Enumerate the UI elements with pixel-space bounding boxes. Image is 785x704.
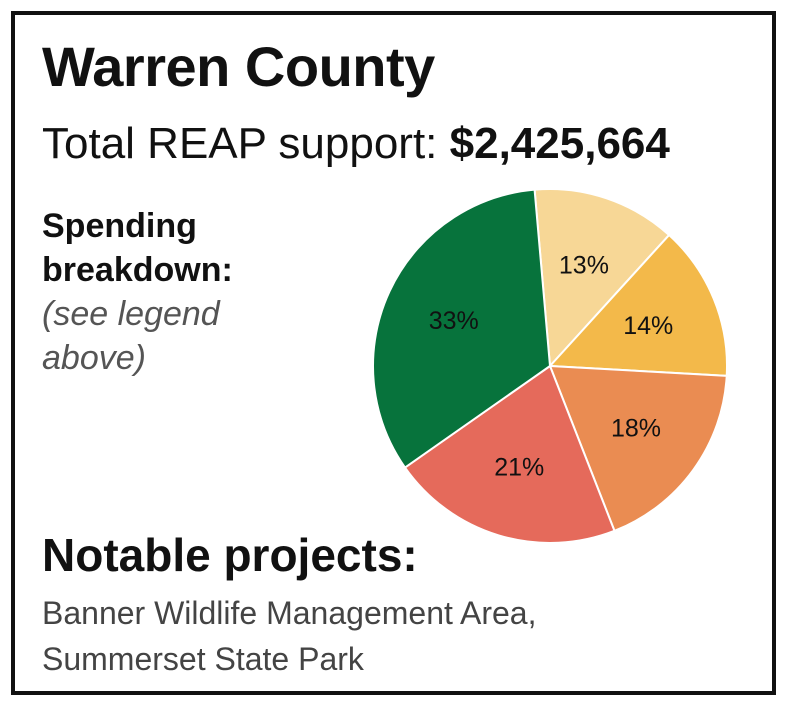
breakdown-heading-line2: breakdown: [42,251,233,289]
pie-slice-label-4: 33% [429,307,479,335]
total-support-label: Total REAP support: [42,119,438,168]
projects-heading: Notable projects: [42,529,418,581]
card-frame [11,11,776,695]
county-title: Warren County [42,35,435,98]
spending-pie-chart: 13% 14% 18% 21% 33% [372,188,729,544]
breakdown-heading-line1: Spending [42,207,197,245]
projects-list: Banner Wildlife Management Area, Summers… [42,590,536,682]
spending-breakdown: Spending breakdown: (see legend above) [42,204,262,380]
pie-slice-3 [403,364,616,544]
total-support-amount: $2,425,664 [449,119,670,168]
pie-slice-label-1: 14% [623,312,673,340]
total-support: Total REAP support: $2,425,664 [42,118,670,171]
pie-slice-0 [533,188,671,369]
pie-slice-label-2: 18% [611,414,661,442]
pie-slice-4 [372,188,552,469]
pie-slice-label-0: 13% [559,251,609,279]
pie-slice-label-3: 21% [494,454,544,482]
breakdown-note: (see legend above) [42,295,220,377]
pie-slice-1 [547,233,729,377]
pie-slice-2 [548,364,728,533]
project-item: Summerset State Park [42,641,364,677]
project-item: Banner Wildlife Management Area, [42,595,537,631]
